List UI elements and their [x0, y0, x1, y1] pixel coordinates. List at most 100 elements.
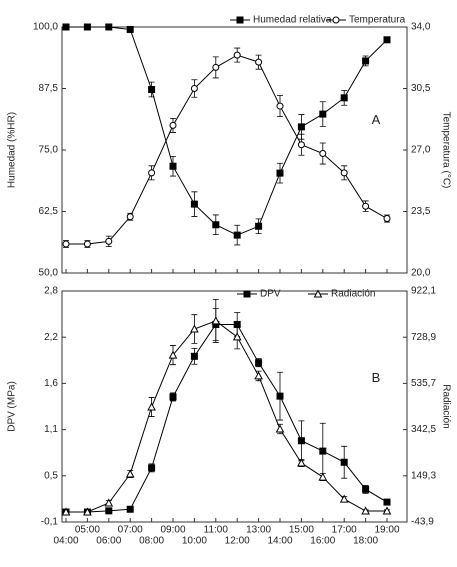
marker: [62, 240, 70, 248]
marker: [126, 505, 134, 513]
y-tick-label: 87,5: [39, 83, 59, 94]
series-line: [66, 54, 388, 245]
x-tick-label: 18:00: [353, 536, 378, 547]
y-tick-label: 1,1: [44, 424, 58, 435]
x-tick-label: 17:00: [332, 525, 357, 536]
marker: [169, 393, 177, 401]
y2-tick-label: -43,9: [411, 517, 434, 528]
marker: [125, 469, 135, 478]
y2-tick-label: 342,5: [411, 424, 436, 435]
marker: [382, 506, 392, 515]
y2-tick-label: 149,3: [411, 470, 436, 481]
x-tick-label: 07:00: [118, 525, 143, 536]
marker: [383, 215, 391, 223]
marker: [105, 237, 113, 245]
x-tick-label: 06:00: [96, 536, 121, 547]
y2-axis-title: Radiación: [440, 384, 451, 428]
x-tick-label: 13:00: [246, 525, 271, 536]
y-tick-label: 0,5: [44, 470, 58, 481]
x-tick-label: 11:00: [204, 525, 229, 536]
x-tick-label: 08:00: [139, 536, 164, 547]
y2-tick-label: 23,5: [411, 206, 431, 217]
y-axis-title: DPV (MPa): [7, 381, 18, 432]
y2-axis-title: Temperatura (°C): [440, 112, 451, 189]
marker: [275, 424, 285, 433]
y2-tick-label: 535,7: [411, 378, 436, 389]
marker: [383, 36, 391, 44]
legend-label: Temperatura: [349, 15, 406, 26]
marker: [61, 507, 71, 516]
marker: [362, 57, 370, 65]
marker: [83, 507, 92, 516]
legend-label: Radiación: [331, 289, 375, 300]
marker: [83, 240, 91, 248]
plot-frame: [61, 290, 408, 523]
marker: [297, 141, 305, 149]
y2-tick-label: 728,9: [411, 332, 436, 343]
marker: [276, 392, 284, 400]
y-tick-label: 1,6: [44, 378, 58, 389]
marker: [340, 94, 348, 102]
y-tick-label: 2,8: [44, 286, 58, 297]
marker: [232, 332, 242, 341]
marker: [211, 316, 221, 325]
marker: [319, 447, 327, 455]
y-axis-title: Humedad (%HR): [7, 112, 18, 188]
marker: [340, 458, 348, 466]
marker: [168, 350, 178, 359]
panel-label: B: [372, 370, 381, 385]
marker: [319, 110, 327, 118]
marker: [276, 102, 284, 110]
x-tick-label: 16:00: [310, 536, 335, 547]
legend-label: Humedad relativa: [253, 15, 332, 26]
x-tick-label: 19:00: [374, 525, 399, 536]
marker: [190, 324, 199, 333]
series-line: [66, 320, 387, 513]
marker: [318, 472, 328, 481]
y2-tick-label: 30,5: [411, 83, 431, 94]
marker: [62, 23, 70, 31]
y-tick-label: 2,2: [44, 332, 58, 343]
marker: [105, 23, 113, 31]
y-tick-label: 100,0: [33, 22, 58, 33]
marker: [190, 352, 198, 360]
marker: [83, 23, 91, 31]
marker: [105, 507, 113, 515]
marker: [339, 494, 349, 503]
y-tick-label: 75,0: [39, 145, 59, 156]
marker: [313, 289, 323, 298]
x-tick-label: 15:00: [289, 525, 314, 536]
x-tick-label: 04:00: [53, 536, 78, 547]
marker: [236, 16, 244, 24]
marker: [126, 25, 134, 33]
marker: [254, 371, 263, 380]
marker: [361, 506, 370, 515]
marker: [148, 169, 156, 177]
legend-label: DPV: [260, 289, 281, 300]
marker: [233, 231, 241, 239]
marker: [332, 16, 340, 24]
marker: [169, 162, 177, 170]
x-tick-label: 05:00: [75, 525, 100, 536]
marker: [212, 221, 220, 229]
marker: [255, 222, 263, 230]
marker: [255, 58, 263, 66]
y2-tick-label: 34,0: [411, 22, 431, 33]
marker: [148, 85, 156, 93]
marker: [255, 359, 263, 367]
panel-label: A: [372, 112, 381, 127]
x-tick-label: 14:00: [267, 536, 292, 547]
marker: [190, 85, 198, 92]
marker: [233, 51, 241, 59]
y2-tick-label: 27,0: [411, 145, 431, 156]
marker: [126, 213, 134, 221]
marker: [243, 290, 251, 298]
marker: [169, 121, 177, 129]
y2-tick-label: 922,1: [411, 286, 436, 297]
marker: [190, 200, 198, 208]
y2-tick-label: 20,0: [411, 268, 431, 279]
marker: [297, 123, 305, 131]
marker: [383, 498, 391, 506]
x-tick-label: 12:00: [225, 536, 250, 547]
